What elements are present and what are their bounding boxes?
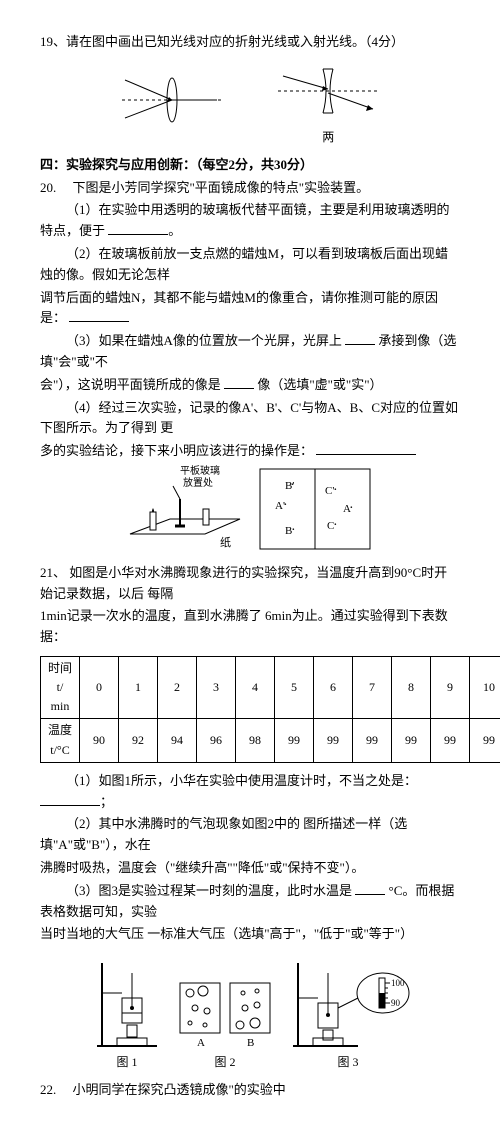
- q20-l3c-text: 会"），这说明平面镜所成的像是: [40, 377, 221, 392]
- blank[interactable]: [69, 308, 129, 322]
- blank[interactable]: [316, 441, 416, 455]
- cell: 5: [275, 656, 314, 719]
- q21-num: 21、: [40, 565, 66, 580]
- cell: 9: [431, 656, 470, 719]
- q20-l3c: 会"），这说明平面镜所成的像是 像（选填"虚"或"实"）: [40, 375, 460, 396]
- svg-text:·: ·: [283, 498, 288, 513]
- q20-l2: （2）在玻璃板前放一支点燃的蜡烛M，可以看到玻璃板后面出现蜡烛的像。假如无论怎样: [40, 244, 460, 286]
- q19-figures: 两: [40, 61, 460, 147]
- q20-intro: 20. 下图是小芳同学探究"平面镜成像的特点"实验装置。: [40, 178, 460, 199]
- fig1-wrap: 图 1: [87, 953, 167, 1072]
- thermometer-setup-icon: 100 90: [283, 953, 413, 1053]
- q21-l3c: 当时当地的大气压 一标准大气压（选填"高于"，"低于"或"等于"）: [40, 924, 460, 945]
- stand-label: 放置处: [183, 476, 213, 489]
- q21-l3-text: （3）图3是实验过程某一时刻的温度，此时水温是: [66, 883, 352, 898]
- cell: 94: [158, 719, 197, 762]
- cell: 96: [197, 719, 236, 762]
- q21-l2b: 沸腾时吸热，温度会（"继续升高""降低"或"保持不变"）。: [40, 858, 460, 879]
- q20-l1-text: （1）在实验中用透明的玻璃板代替平面镜，主要是利用玻璃透明的特点，便于: [40, 202, 450, 238]
- svg-text:·: ·: [291, 523, 296, 538]
- q20-intro-text: 下图是小芳同学探究"平面镜成像的特点"实验装置。: [73, 180, 370, 195]
- blank[interactable]: [224, 375, 254, 389]
- svg-text:·: ·: [349, 501, 354, 516]
- blank[interactable]: [40, 792, 100, 806]
- row1-label: 时间t/ min: [41, 656, 80, 719]
- cell: 1: [119, 656, 158, 719]
- q20-l4b: 多的实验结论，接下来小明应该进行的操作是：: [40, 441, 460, 462]
- fig2-wrap: A B 图 2: [175, 953, 275, 1072]
- cell: 3: [197, 656, 236, 719]
- blank[interactable]: [108, 221, 168, 235]
- q20-l2b: 调节后面的蜡烛N，其都不能与蜡烛M的像重合，请你推测可能的原因是：: [40, 288, 460, 330]
- cell: 99: [431, 719, 470, 762]
- candle-mirror-setup: 平板玻璃 放置处 纸: [125, 464, 245, 561]
- fig3-label: 图 3: [283, 1053, 413, 1072]
- svg-text:·: ·: [333, 483, 338, 498]
- svg-text:B: B: [247, 1037, 254, 1049]
- cell: 99: [392, 719, 431, 762]
- fig1-label: 图 1: [87, 1053, 167, 1072]
- q22: 22. 小明同学在探究凸透镜成像"的实验中: [40, 1080, 460, 1101]
- q22-text: 小明同学在探究凸透镜成像"的实验中: [73, 1082, 286, 1097]
- data-table: 时间t/ min 0 1 2 3 4 5 6 7 8 9 10 温度t/°C 9…: [40, 656, 500, 763]
- q22-num: 22.: [40, 1082, 56, 1097]
- cell: 90: [80, 719, 119, 762]
- q21-l3: （3）图3是实验过程某一时刻的温度，此时水温是 °C。而根据表格数据可知，实验: [40, 881, 460, 923]
- row2-label: 温度t/°C: [41, 719, 80, 762]
- q21-l1: （1）如图1所示，小华在实验中使用温度计时，不当之处是： ；: [40, 771, 460, 813]
- svg-text:·: ·: [333, 518, 338, 533]
- svg-text:纸: 纸: [220, 536, 231, 549]
- q21-intro-text: 如图是小华对水沸腾现象进行的实验探究，当温度升高到90°C时开始记录数据，以后 …: [40, 565, 447, 601]
- thermo-bottom: 90: [391, 998, 401, 1008]
- cell: 6: [314, 656, 353, 719]
- cell: 99: [275, 719, 314, 762]
- svg-text:·: ·: [290, 478, 295, 493]
- cell: 92: [119, 719, 158, 762]
- cell: 10: [470, 656, 500, 719]
- cell: 4: [236, 656, 275, 719]
- cell: 0: [80, 656, 119, 719]
- lens-concave-figure: 两: [273, 61, 383, 147]
- q20-l1: （1）在实验中用透明的玻璃板代替平面镜，主要是利用玻璃透明的特点，便于 。: [40, 200, 460, 242]
- q20-figures: 平板玻璃 放置处 纸 B'· C'· A'· B· C· A·: [40, 464, 460, 561]
- boiling-setup-icon: [87, 953, 167, 1053]
- svg-text:A: A: [197, 1037, 205, 1049]
- table-row-time: 时间t/ min 0 1 2 3 4 5 6 7 8 9 10: [41, 656, 500, 719]
- q21-figures: 图 1 A B 图 2: [40, 953, 460, 1072]
- blank[interactable]: [345, 331, 375, 345]
- q21-l1-text: （1）如图1所示，小华在实验中使用温度计时，不当之处是：: [66, 773, 417, 788]
- q20-l3: （3）如果在蜡烛A像的位置放一个光屏，光屏上 承接到像（选填"会"或"不: [40, 331, 460, 373]
- fig-right-label: 两: [273, 128, 383, 147]
- q21-intro2: 1min记录一次水的温度，直到水沸腾了 6min为止。通过实验得到下表数据：: [40, 606, 460, 648]
- q20-l3a: （3）如果在蜡烛A像的位置放一个光屏，光屏上: [66, 333, 342, 348]
- cell: 7: [353, 656, 392, 719]
- image-position-figure: B'· C'· A'· B· C· A·: [255, 464, 375, 561]
- cell: 99: [470, 719, 500, 762]
- fig2-label: 图 2: [175, 1053, 275, 1072]
- cell: 99: [314, 719, 353, 762]
- glass-label: 平板玻璃: [180, 464, 220, 477]
- thermo-top: 100: [391, 978, 405, 988]
- q20-l4b-text: 多的实验结论，接下来小明应该进行的操作是：: [40, 443, 313, 458]
- table-row-temp: 温度t/°C 90 92 94 96 98 99 99 99 99 99 99: [41, 719, 500, 762]
- bubbles-icon: A B: [175, 953, 275, 1053]
- cell: 8: [392, 656, 431, 719]
- q20-l4: （4）经过三次实验，记录的像A'、B'、C'与物A、B、C对应的位置如下图所示。…: [40, 398, 460, 440]
- blank[interactable]: [355, 881, 385, 895]
- section4-title: 四：实验探究与应用创新：（每空2分，共30分）: [40, 155, 460, 176]
- q20-l3d: 像（选填"虚"或"实"）: [257, 377, 382, 392]
- q20-num: 20.: [40, 180, 56, 195]
- lens-convex-figure: [117, 70, 227, 137]
- cell: 2: [158, 656, 197, 719]
- fig3-wrap: 100 90 图 3: [283, 953, 413, 1072]
- q19-prompt: 19、请在图中画出已知光线对应的折射光线或入射光线。（4分）: [40, 32, 460, 53]
- cell: 99: [353, 719, 392, 762]
- q21-intro: 21、 如图是小华对水沸腾现象进行的实验探究，当温度升高到90°C时开始记录数据…: [40, 563, 460, 605]
- q21-l2: （2）其中水沸腾时的气泡现象如图2中的 图所描述一样（选填"A"或"B"），水在: [40, 814, 460, 856]
- cell: 98: [236, 719, 275, 762]
